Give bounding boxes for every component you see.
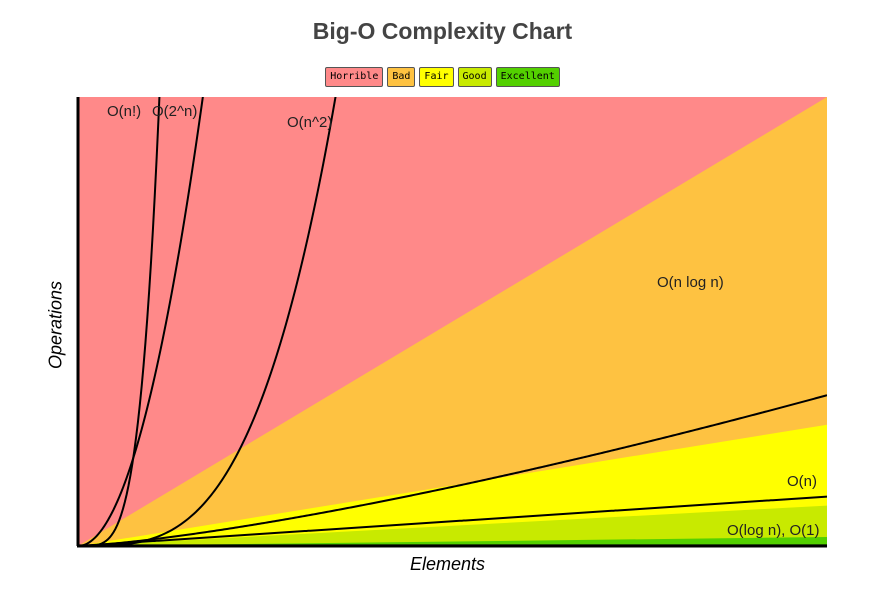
legend-item-excellent[interactable]: Excellent	[495, 67, 560, 87]
region-bad	[78, 97, 827, 546]
legend: Horrible Bad Fair Good Excellent	[0, 67, 885, 87]
series-line-4	[78, 495, 827, 546]
series-label-4: O(n)	[787, 473, 817, 490]
region-excellent	[78, 537, 827, 546]
series-label-3: O(n log n)	[657, 274, 724, 291]
chart-title: Big-O Complexity Chart	[312, 18, 573, 44]
series-line-3	[78, 394, 827, 546]
legend-item-good[interactable]: Good	[457, 67, 492, 87]
legend-item-bad[interactable]: Bad	[387, 67, 416, 87]
legend-item-fair[interactable]: Fair	[419, 67, 454, 87]
plot-content	[78, 97, 827, 546]
series-label-5: O(log n), O(1)	[727, 522, 820, 539]
legend-item-horrible[interactable]: Horrible	[325, 67, 384, 87]
series-label-2: O(n^2)	[287, 114, 332, 131]
series-line-1	[78, 97, 337, 546]
x-axis-title: Elements	[409, 554, 486, 574]
series-label-1: O(2^n)	[152, 103, 197, 120]
y-axis-title: Operations	[45, 280, 66, 370]
region-good	[78, 505, 827, 546]
series-label-0: O(n!)	[107, 103, 141, 120]
